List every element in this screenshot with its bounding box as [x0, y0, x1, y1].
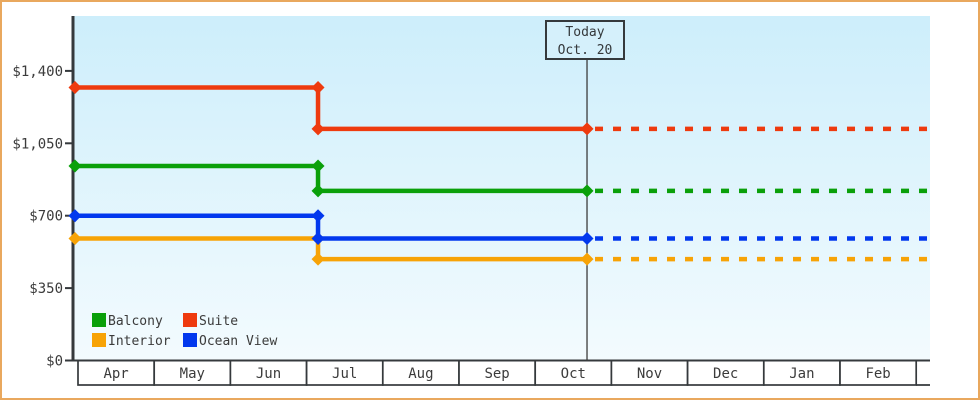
y-tick-label: $700 — [29, 209, 63, 225]
series-point-interior — [68, 231, 82, 245]
series-point-balcony — [311, 184, 325, 198]
legend-swatch — [183, 313, 197, 327]
y-tick-label: $350 — [29, 281, 63, 297]
series-line-balcony — [75, 163, 588, 194]
month-cell — [534, 359, 613, 386]
month-label: Jun — [256, 366, 281, 382]
month-cell — [762, 359, 841, 386]
series-point-interior — [311, 252, 325, 266]
y-tick — [65, 359, 74, 362]
month-label: Apr — [103, 366, 128, 382]
series-line-interior — [75, 236, 588, 262]
today-date: Oct. 20 — [557, 43, 613, 58]
y-tick-label: $1,400 — [12, 64, 63, 80]
legend-swatch — [92, 313, 106, 327]
month-label: May — [180, 366, 205, 382]
legend-label: Interior — [108, 334, 171, 349]
series-point-ocean-view — [311, 231, 325, 245]
series-point-ocean-view — [68, 209, 82, 223]
legend-label: Balcony — [108, 314, 163, 329]
month-label: Jan — [789, 366, 814, 382]
series-point-suite — [580, 122, 594, 136]
series-point-suite — [311, 80, 325, 94]
y-tick — [65, 69, 74, 72]
month-cell — [686, 359, 765, 386]
y-tick — [65, 142, 74, 145]
series-point-balcony — [311, 159, 325, 173]
series-point-balcony — [68, 159, 82, 173]
month-label: Dec — [713, 366, 738, 382]
month-label: Nov — [637, 366, 662, 382]
y-tick-label: $0 — [46, 354, 63, 370]
legend-swatch — [92, 333, 106, 347]
plot-background — [74, 16, 930, 361]
month-cell — [839, 359, 918, 386]
legend-label: Suite — [199, 314, 238, 329]
series-point-balcony — [580, 184, 594, 198]
today-marker-box: Today Oct. 20 — [545, 20, 625, 60]
series-point-ocean-view — [580, 231, 594, 245]
series-line-suite — [75, 85, 588, 132]
series-point-ocean-view — [311, 209, 325, 223]
legend-swatch — [183, 333, 197, 347]
month-label: Sep — [484, 366, 509, 382]
series-point-suite — [311, 122, 325, 136]
month-cell — [153, 359, 232, 386]
series-point-interior — [580, 252, 594, 266]
month-label: Oct — [561, 366, 586, 382]
month-row-stub — [916, 359, 930, 386]
y-tick-label: $1,050 — [12, 136, 63, 152]
month-label: Feb — [865, 366, 890, 382]
month-label: Aug — [408, 366, 433, 382]
today-label: Today — [565, 25, 605, 40]
month-cell — [77, 359, 156, 386]
series-line-ocean-view — [75, 213, 588, 241]
y-axis-line — [71, 16, 75, 362]
x-axis-line — [71, 359, 930, 362]
y-tick — [65, 287, 74, 290]
legend-label: Ocean View — [199, 334, 277, 349]
month-cell — [610, 359, 689, 386]
series-point-suite — [68, 80, 82, 94]
month-label: Jul — [332, 366, 357, 382]
